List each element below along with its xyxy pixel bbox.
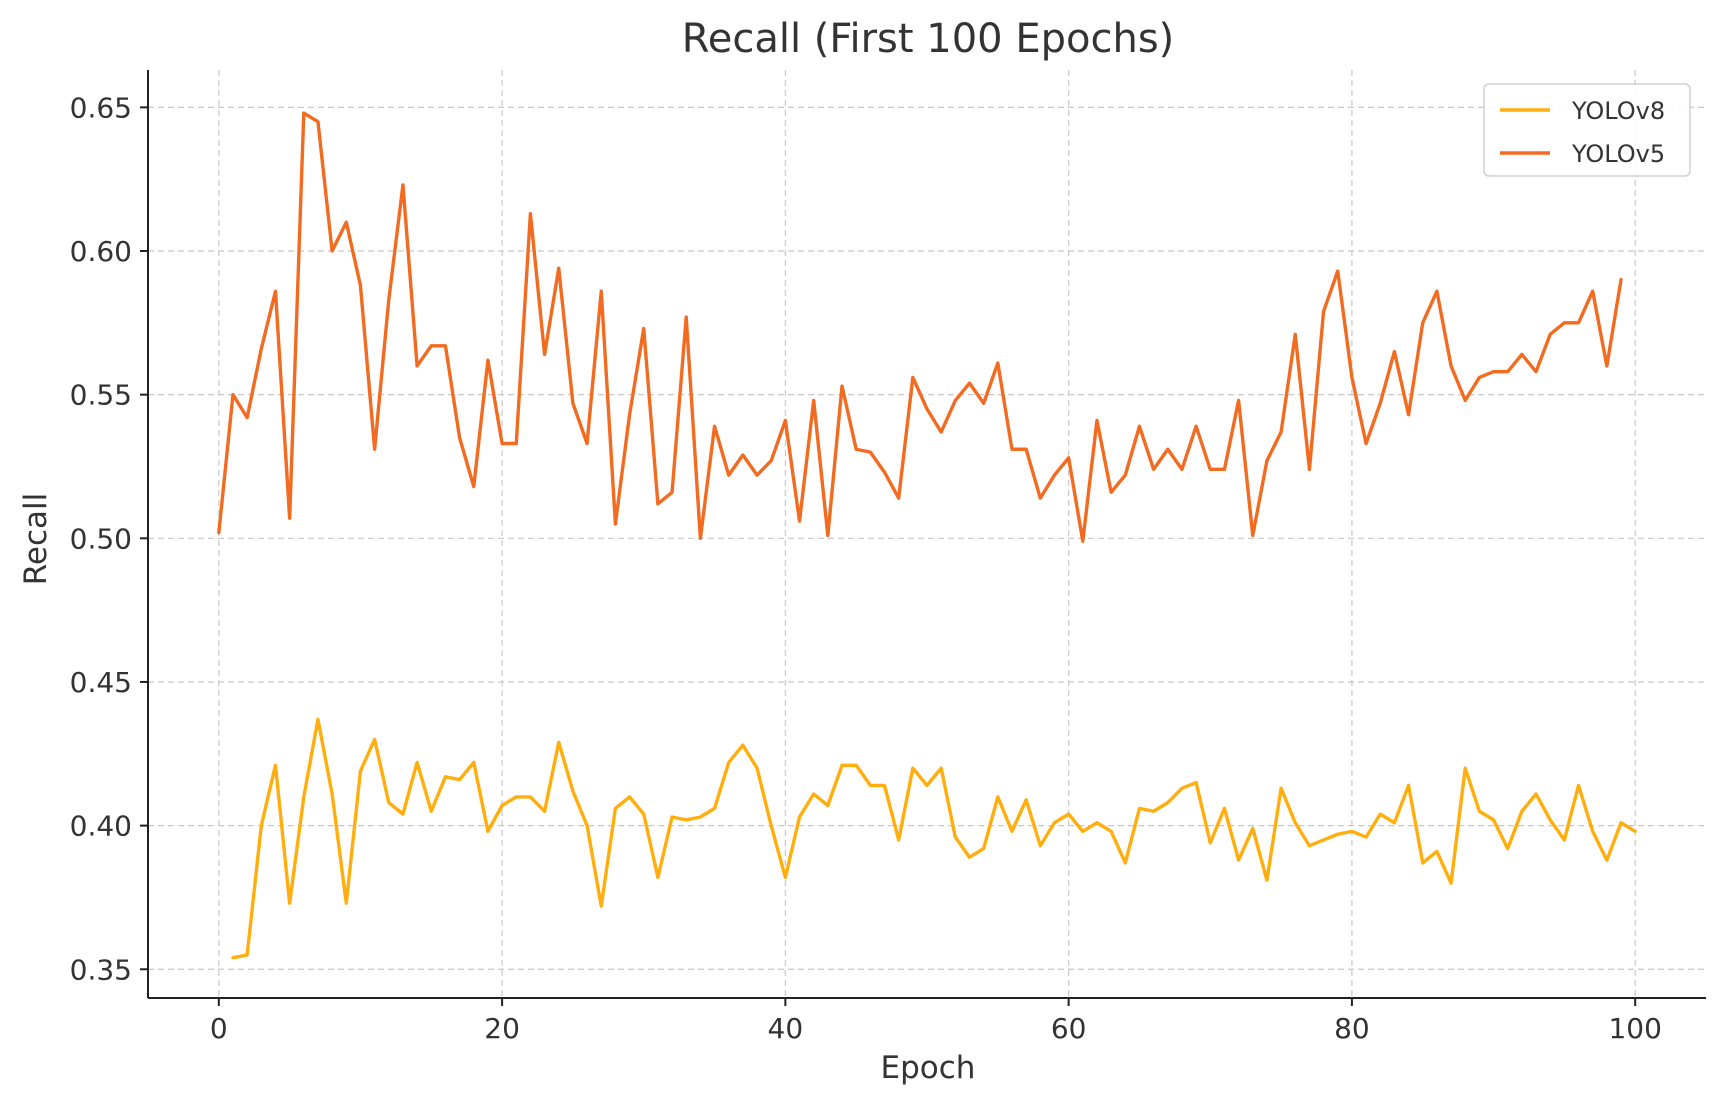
x-axis-label: Epoch: [881, 1050, 976, 1086]
y-axis-label: Recall: [18, 493, 54, 586]
x-tick-label: 80: [1334, 1012, 1370, 1045]
y-tick-label: 0.40: [70, 810, 132, 843]
series-line-yolov8: [231, 717, 1637, 960]
series-lines: [217, 111, 1637, 960]
y-tick-label: 0.35: [70, 953, 132, 986]
y-tick-label: 0.65: [70, 91, 132, 124]
x-tick-label: 40: [768, 1012, 804, 1045]
y-tick-label: 0.60: [70, 235, 132, 268]
axes: 0 20 40 60 80 100 0.35 0.40 0.45 0.50 0.55 0.60 0.65: [70, 70, 1706, 1045]
x-tick-label: 0: [210, 1012, 228, 1045]
legend-label-yolov5: YOLOv5: [1571, 140, 1665, 168]
x-tick-label: 100: [1608, 1012, 1661, 1045]
y-tick-label: 0.55: [70, 379, 132, 412]
chart-title: Recall (First 100 Epochs): [682, 16, 1175, 62]
grid-lines: [148, 70, 1706, 998]
x-tick-label: 20: [484, 1012, 520, 1045]
x-tick-label: 60: [1051, 1012, 1087, 1045]
legend: YOLOv8 YOLOv5: [1483, 83, 1691, 177]
y-tick-label: 0.45: [70, 666, 132, 699]
legend-label-yolov8: YOLOv8: [1571, 97, 1665, 125]
y-tick-label: 0.50: [70, 522, 132, 555]
series-line-yolov5: [217, 111, 1623, 543]
